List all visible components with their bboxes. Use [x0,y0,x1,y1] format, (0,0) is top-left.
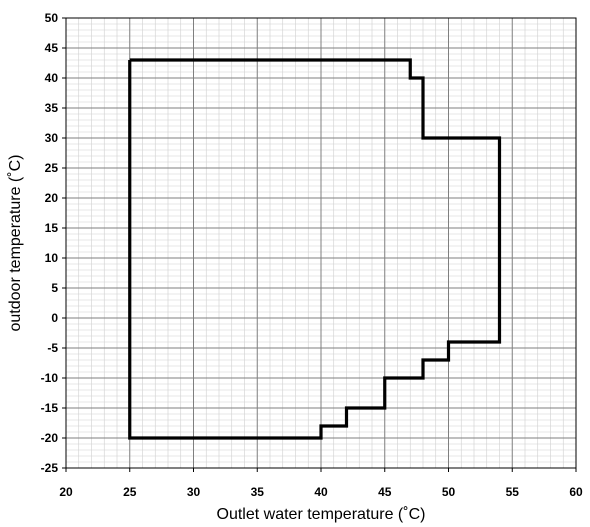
series-layer [128,58,502,440]
x-axis-ticks: 20 25 30 35 40 45 50 55 60 [59,468,583,499]
y-tick-label: -20 [41,431,59,445]
x-tick-label: 45 [378,485,392,499]
y-tick-label: -10 [41,371,59,385]
y-tick-label: 40 [45,71,59,85]
y-tick-label: -25 [41,461,59,475]
x-tick-label: 25 [123,485,137,499]
x-tick-label: 20 [59,485,73,499]
y-axis-ticks: -25 -20 -15 -10 -5 0 5 10 15 20 25 30 35 40 45 50 [41,11,66,475]
y-tick-label: 20 [45,191,59,205]
x-axis-title: Outlet water temperature (˚C) [217,506,426,523]
x-tick-label: 30 [187,485,201,499]
y-tick-label: 45 [45,41,59,55]
y-tick-label: 25 [45,161,59,175]
x-tick-label: 40 [314,485,328,499]
operating-range-boundary [128,58,502,440]
y-axis-title: outdoor temperature (˚C) [7,155,24,332]
y-tick-label: -5 [47,341,58,355]
y-tick-label: 30 [45,131,59,145]
y-tick-label: 15 [45,221,59,235]
y-tick-label: 10 [45,251,59,265]
x-tick-label: 60 [569,485,583,499]
y-tick-label: -15 [41,401,59,415]
y-tick-label: 35 [45,101,59,115]
x-tick-label: 55 [506,485,520,499]
y-tick-label: 0 [51,311,58,325]
x-tick-label: 35 [251,485,265,499]
y-tick-label: 5 [51,281,58,295]
y-tick-label: 50 [45,11,59,25]
x-tick-label: 50 [442,485,456,499]
